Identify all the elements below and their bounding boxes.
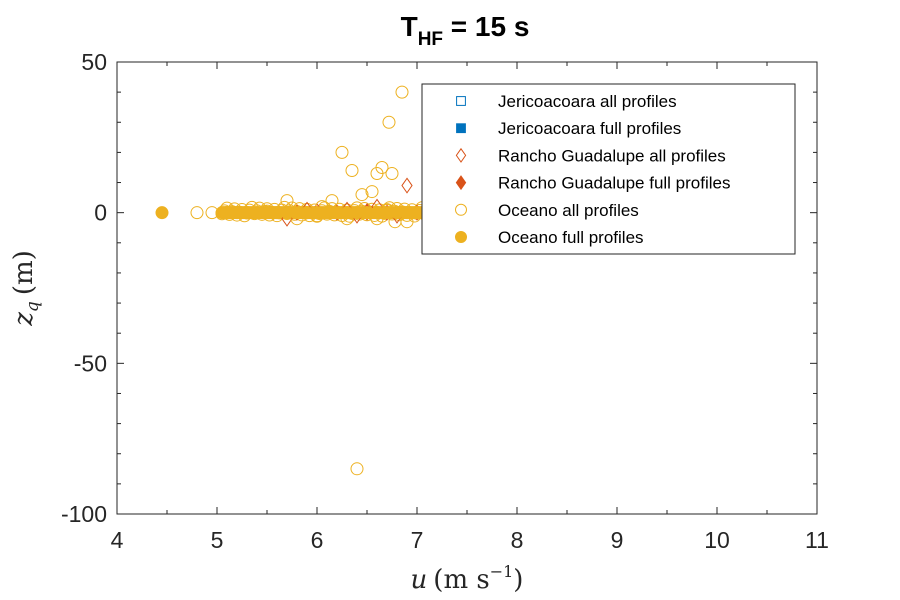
legend-marker <box>455 203 467 216</box>
data-point <box>205 206 219 220</box>
x-tick-label: 6 <box>311 527 324 553</box>
x-tick-label: 4 <box>111 527 124 553</box>
legend: Jericoacoara all profiles Jericoacoara fu… <box>421 83 796 255</box>
y-tick-label: -50 <box>74 350 107 376</box>
legend-marker <box>455 147 467 163</box>
y-tick-label: 50 <box>81 49 107 75</box>
legend-label: Jericoacoara full profiles <box>498 119 681 138</box>
y-axis-label: zq(m) <box>9 250 43 327</box>
tick-labels: 4 5 6 7 8 9 10 11 50 0 -50 -100 <box>61 49 829 553</box>
data-point <box>345 163 359 177</box>
y-tick-label: -100 <box>61 501 107 527</box>
chart-title: THF = 15 s <box>401 11 530 50</box>
data-point <box>385 166 399 180</box>
x-tick-label: 11 <box>805 527 829 553</box>
legend-marker <box>456 96 466 106</box>
data-point <box>335 145 349 159</box>
legend-label: Oceano full profiles <box>498 228 644 247</box>
data-point <box>395 85 409 99</box>
x-tick-label: 5 <box>211 527 224 553</box>
ticks <box>116 61 818 515</box>
x-tick-label: 9 <box>611 527 624 553</box>
legend-label: Rancho Guadalupe full profiles <box>498 174 730 193</box>
x-axis-label: u (m s−1) <box>411 562 524 595</box>
legend-marker <box>455 231 467 243</box>
data-point <box>155 206 169 220</box>
data-point <box>355 188 369 202</box>
data-point <box>375 160 389 174</box>
legend-box <box>421 83 796 255</box>
legend-label: Rancho Guadalupe all profiles <box>498 146 726 165</box>
data-point <box>325 194 339 208</box>
data-point <box>401 177 413 194</box>
data-point <box>190 206 204 220</box>
legend-marker <box>455 175 467 191</box>
data-point <box>410 206 424 220</box>
x-tick-label: 10 <box>704 527 730 553</box>
data-point <box>365 185 379 199</box>
y-tick-label: 0 <box>94 200 107 226</box>
data-point <box>382 115 396 129</box>
legend-label: Oceano all profiles <box>498 201 639 220</box>
data-markers <box>155 85 453 476</box>
legend-label: Jericoacoara all profiles <box>498 92 677 111</box>
x-tick-label: 7 <box>411 527 424 553</box>
data-point <box>350 462 364 476</box>
x-tick-label: 8 <box>511 527 524 553</box>
legend-marker <box>456 123 466 134</box>
legend-entries: Jericoacoara all profiles Jericoacoara fu… <box>455 92 730 247</box>
